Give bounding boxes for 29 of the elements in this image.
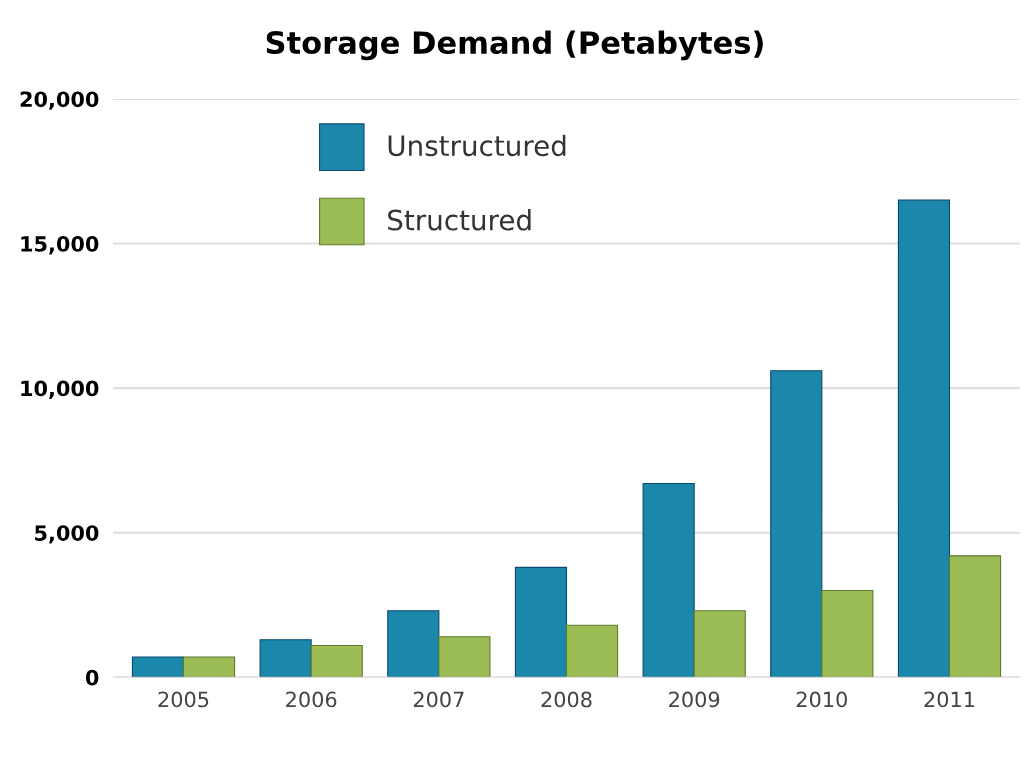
- x-tick-label: 2009: [669, 691, 720, 708]
- y-tick-label: 10,000: [21, 380, 99, 399]
- bar: [310, 644, 363, 678]
- bar: [131, 656, 185, 678]
- legend-label: Unstructured: [388, 134, 566, 157]
- x-tick-label: 2010: [796, 691, 847, 708]
- bar: [770, 370, 823, 678]
- chart-title: Storage Demand (Petabytes): [266, 30, 763, 61]
- bar: [387, 610, 440, 678]
- x-tick-label: 2008: [541, 691, 592, 708]
- bar: [259, 639, 312, 678]
- y-tick-label: 0: [85, 669, 99, 686]
- x-tick-label: 2007: [413, 691, 464, 708]
- x-tick-label: 2006: [286, 691, 337, 708]
- bar: [897, 199, 951, 678]
- y-tick-label: 20,000: [20, 91, 99, 110]
- x-tick-label: 2005: [158, 691, 209, 708]
- y-tick-label: 15,000: [21, 235, 99, 255]
- x-tick-label: 2011: [924, 691, 975, 708]
- legend-label: Structured: [388, 209, 531, 231]
- bar: [514, 566, 568, 678]
- bar: [182, 656, 236, 678]
- bar: [565, 624, 619, 678]
- bar: [948, 555, 1002, 678]
- bar: [693, 610, 746, 678]
- bar: [642, 482, 695, 678]
- y-tick-label: 5,000: [35, 525, 99, 544]
- bar: [438, 636, 491, 678]
- bar: [821, 589, 874, 678]
